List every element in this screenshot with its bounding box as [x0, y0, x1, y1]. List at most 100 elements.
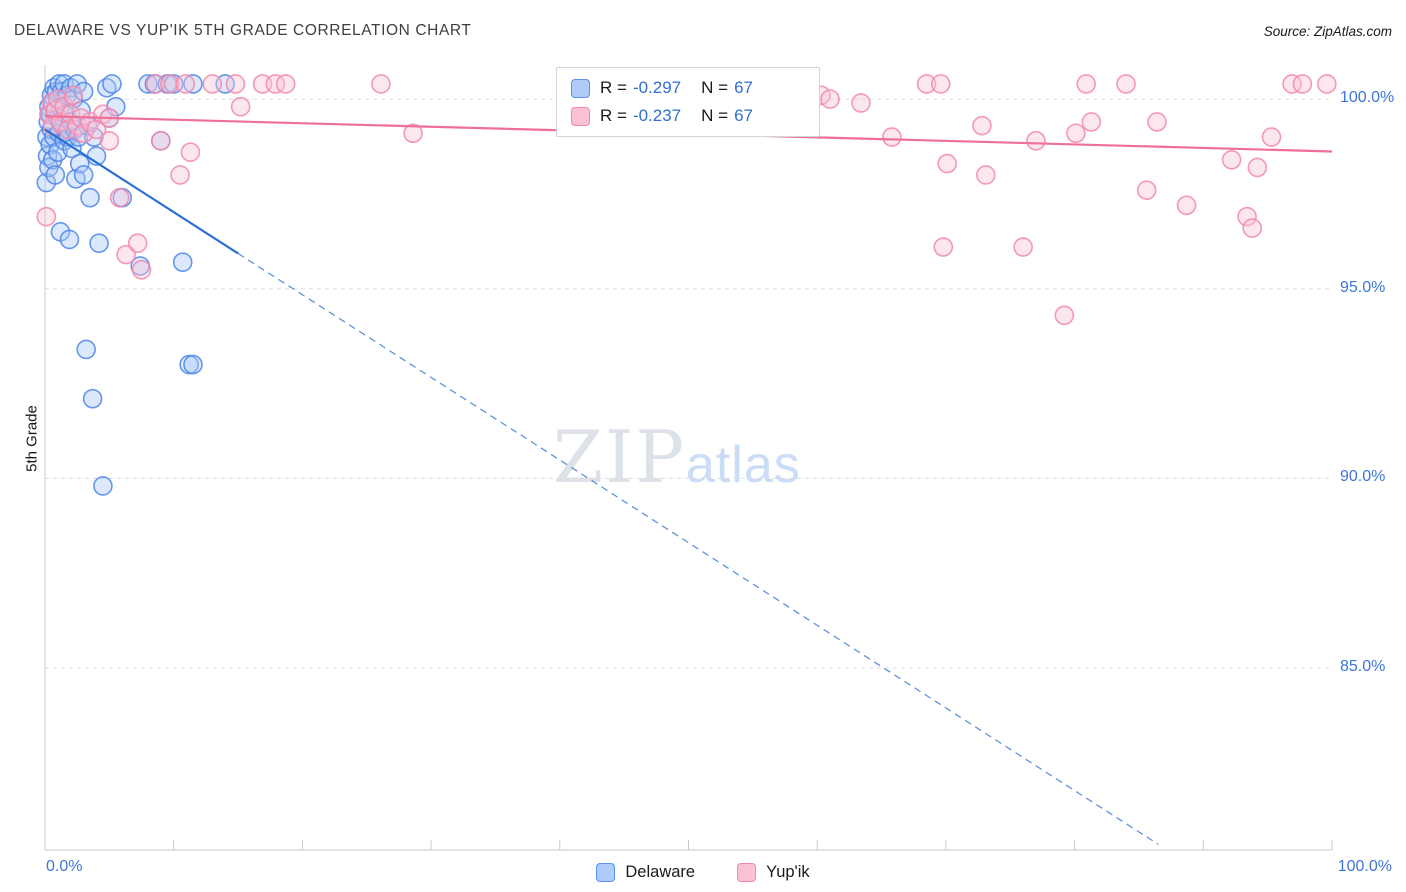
n-label: N =: [701, 78, 729, 97]
scatter-point-yupik: [851, 93, 871, 113]
scatter-point-yupik: [1317, 74, 1337, 94]
y-axis-tick-label-85: 85.0%: [1340, 657, 1386, 675]
delaware-swatch-icon: [571, 78, 590, 98]
scatter-point-yupik: [151, 131, 171, 151]
scatter-point-yupik: [1116, 74, 1136, 94]
scatter-point-yupik: [882, 127, 902, 147]
r-value: -0.297: [632, 78, 682, 97]
legend-row-delaware: R = -0.297 N = 67: [571, 78, 805, 98]
legend-item-yupik: Yup'ik: [737, 863, 810, 882]
scatter-point-yupik: [1076, 74, 1096, 94]
legend-item-delaware: Delaware: [596, 863, 695, 882]
scatter-point-yupik: [131, 259, 152, 280]
chart-title: DELAWARE VS YUP'IK 5TH GRADE CORRELATION…: [14, 22, 472, 39]
r-value: -0.237: [632, 106, 682, 125]
scatter-point-yupik: [145, 74, 166, 94]
y-axis-tick-label-90: 90.0%: [1340, 468, 1386, 486]
trend-line-solid: [44, 128, 239, 255]
scatter-point-yupik: [63, 85, 84, 106]
scatter-point-yupik: [930, 74, 951, 94]
scatter-point-yupik: [1176, 195, 1197, 216]
scatter-point-yupik: [116, 244, 136, 265]
scatter-point-yupik: [1081, 112, 1102, 132]
legend-item-label: Yup'ik: [766, 863, 810, 881]
scatter-point-yupik: [972, 115, 992, 136]
watermark-atlas-text: atlas: [685, 436, 801, 494]
yupik-swatch-icon: [571, 106, 590, 126]
n-label: N =: [701, 106, 729, 125]
zipatlas-watermark: ZIPatlas: [553, 415, 801, 499]
scatter-point-delaware: [80, 187, 100, 208]
scatter-point-yupik: [60, 104, 81, 125]
scatter-point-yupik: [1237, 206, 1257, 227]
scatter-point-delaware: [76, 339, 96, 360]
scatter-point-yupik: [275, 74, 296, 94]
scatter-point-delaware: [45, 165, 66, 185]
source-attribution: Source: ZipAtlas.com: [1263, 24, 1392, 39]
x-axis-min-label: 0.0%: [46, 858, 83, 875]
scatter-point-yupik: [202, 74, 223, 94]
scatter-point-yupik: [1147, 112, 1167, 132]
r-label: R =: [600, 78, 627, 97]
scatter-point-yupik: [820, 89, 840, 109]
scatter-point-yupik: [160, 74, 180, 94]
scatter-point-yupik: [175, 74, 196, 94]
delaware-swatch-icon: [596, 863, 616, 882]
scatter-point-yupik: [1242, 218, 1263, 238]
scatter-point-yupik: [1221, 150, 1242, 170]
legend-item-label: Delaware: [625, 863, 696, 881]
scatter-point-delaware: [102, 74, 122, 94]
scatter-point-yupik: [127, 233, 148, 254]
scatter-point-delaware: [138, 74, 158, 94]
scatter-point-yupik: [36, 206, 57, 227]
scatter-point-yupik: [403, 123, 423, 144]
scatter-point-yupik: [1247, 157, 1268, 178]
scatter-point-yupik: [48, 89, 68, 109]
correlation-legend-box: R = -0.297 N = 67 R = -0.237 N = 67: [556, 67, 820, 137]
y-axis-tick-label-95: 95.0%: [1340, 278, 1386, 296]
scatter-point-yupik: [265, 74, 286, 94]
scatter-point-yupik: [975, 165, 996, 185]
scatter-point-delaware: [69, 153, 90, 174]
n-value: 67: [734, 106, 753, 125]
scatter-point-delaware: [67, 74, 87, 94]
scatter-point-delaware: [93, 476, 113, 496]
scatter-point-yupik: [1066, 123, 1086, 144]
scatter-point-yupik: [99, 131, 120, 151]
scatter-point-delaware: [59, 229, 80, 250]
scatter-point-yupik: [1282, 74, 1302, 94]
scatter-point-yupik: [170, 165, 190, 185]
scatter-point-yupik: [230, 96, 251, 117]
scatter-point-yupik: [937, 153, 957, 174]
scatter-point-yupik: [371, 74, 391, 94]
yupik-swatch-icon: [737, 863, 757, 882]
scatter-point-yupik: [1026, 131, 1046, 151]
scatter-point-yupik: [1261, 127, 1282, 147]
scatter-point-delaware: [84, 127, 104, 147]
scatter-point-yupik: [1292, 74, 1313, 94]
scatter-point-yupik: [1054, 305, 1075, 326]
scatter-point-yupik: [180, 142, 201, 163]
trend-line-dashed: [237, 252, 1159, 845]
scatter-point-yupik: [109, 187, 130, 208]
scatter-point-yupik: [225, 74, 246, 94]
scatter-point-delaware: [183, 354, 203, 375]
watermark-zip-text: ZIP: [553, 415, 686, 499]
n-value: 67: [734, 78, 753, 97]
scatter-point-delaware: [82, 388, 103, 409]
scatter-point-delaware: [172, 252, 193, 272]
scatter-point-delaware: [73, 165, 94, 185]
r-label: R =: [600, 106, 627, 125]
scatter-point-yupik: [916, 74, 937, 94]
scatter-point-yupik: [933, 237, 954, 257]
scatter-point-delaware: [183, 74, 203, 94]
y-axis-tick-label-100: 100.0%: [1340, 89, 1395, 107]
scatter-point-yupik: [1136, 180, 1157, 200]
scatter-point-delaware: [73, 81, 94, 102]
x-axis-max-label: 100.0%: [1337, 858, 1392, 875]
scatter-point-delaware: [89, 233, 109, 254]
legend-row-yupik: R = -0.237 N = 67: [571, 106, 805, 126]
scatter-point-yupik: [1013, 237, 1033, 257]
